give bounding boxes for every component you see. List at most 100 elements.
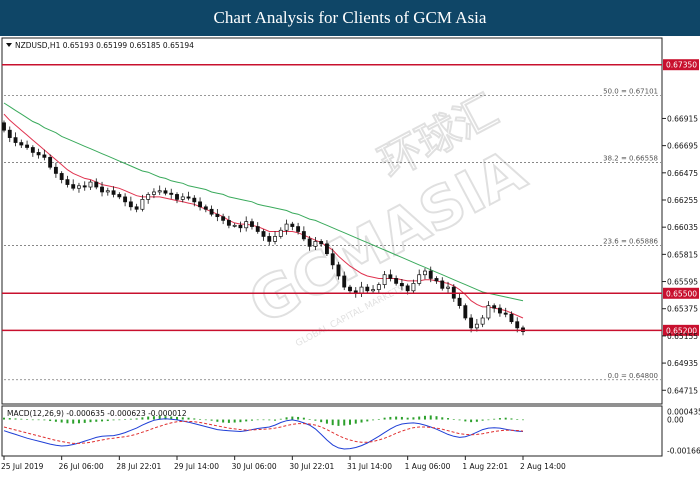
macd-histogram-bar — [227, 419, 230, 423]
macd-panel-frame — [1, 405, 663, 457]
candle-body — [250, 221, 254, 227]
y-tick-label: 0.65155 — [667, 332, 698, 341]
x-tick-label: 30 Jul 06:00 — [232, 462, 277, 471]
macd-histogram-bar — [308, 419, 311, 420]
candle-body — [273, 236, 277, 242]
level-price-label: 0.65500 — [666, 289, 697, 298]
chart-banner-title: Chart Analysis for Clients of GCM Asia — [0, 0, 700, 36]
macd-histogram-bar — [20, 418, 23, 420]
macd-histogram-bar — [291, 416, 294, 420]
macd-histogram-bar — [3, 417, 5, 420]
macd-histogram-bar — [498, 418, 501, 420]
macd-histogram-bar — [54, 419, 57, 422]
candle-body — [100, 186, 104, 193]
candle-body — [463, 305, 468, 319]
candle-body — [388, 274, 393, 279]
candle-body — [423, 270, 427, 276]
level-price-box — [663, 324, 699, 336]
candle-body — [65, 179, 70, 185]
candle-body — [203, 206, 208, 210]
macd-histogram-bar — [464, 419, 467, 422]
candle-body — [42, 154, 47, 158]
macd-histogram-bar — [216, 419, 219, 422]
chart-area: GCMASIA 环球汇 GLOBAL CAPITAL MARKETS 50.0 … — [1, 37, 700, 471]
macd-histogram-bar — [475, 419, 478, 422]
candle-body — [94, 181, 99, 188]
y-tick-label: 0.66035 — [667, 223, 698, 232]
level-price-box — [663, 287, 699, 299]
macd-histogram-bar — [331, 419, 334, 426]
candle-body — [503, 312, 508, 315]
x-tick-label: 29 Jul 14:00 — [174, 462, 219, 471]
macd-histogram-bar — [14, 418, 17, 420]
macd-y-tick-label: 0.000435 — [667, 407, 700, 416]
candle-body — [486, 305, 491, 319]
candle-body — [267, 236, 272, 242]
macd-histogram-bar — [522, 419, 524, 421]
candle-body — [319, 241, 324, 245]
candle-body — [140, 199, 145, 210]
macd-histogram-bar — [112, 419, 115, 421]
macd-histogram-bar — [233, 419, 236, 423]
macd-histogram-bar — [354, 419, 357, 424]
candle-body — [411, 283, 416, 292]
candle-body — [36, 152, 41, 156]
candle-body — [163, 190, 168, 194]
macd-histogram-bar — [429, 415, 432, 420]
macd-histogram-bar — [458, 419, 461, 421]
macd-histogram-bar — [72, 419, 75, 424]
level-price-label: 0.67350 — [666, 61, 697, 70]
macd-histogram-bar — [423, 415, 426, 420]
chart-header: NZDUSD,H1 0.65193 0.65199 0.65185 0.6519… — [6, 41, 194, 50]
y-tick-label: 0.65375 — [667, 305, 698, 314]
fibonacci-label: 50.0 = 0.67101 — [603, 87, 658, 95]
macd-histogram-bar — [516, 419, 519, 420]
macd-histogram-bar — [8, 418, 11, 420]
candle-body — [348, 286, 352, 292]
macd-histogram-bar — [106, 419, 109, 422]
macd-histogram-bar — [493, 418, 496, 420]
macd-histogram-bar — [101, 419, 104, 422]
fibonacci-label: 38.2 = 0.66558 — [603, 155, 658, 163]
macd-histogram-bar — [77, 419, 80, 424]
price-panel-frame — [1, 37, 663, 405]
candle-body — [53, 166, 58, 174]
macd-histogram-bar — [135, 418, 138, 420]
macd-histogram-bar — [360, 419, 363, 423]
x-tick-label: 26 Jul 06:00 — [59, 462, 104, 471]
macd-histogram-bar — [383, 417, 386, 420]
level-price-box — [663, 59, 699, 71]
macd-histogram-bar — [406, 417, 409, 420]
macd-histogram-bar — [262, 419, 265, 421]
candle-body — [117, 194, 122, 198]
candle-body — [371, 289, 376, 292]
candle-body — [128, 201, 133, 208]
candle-body — [2, 122, 6, 131]
macd-histogram-bar — [412, 417, 415, 420]
macd-histogram-bar — [447, 418, 450, 420]
candle-body — [198, 201, 203, 208]
y-tick-label: 0.64715 — [667, 386, 698, 395]
macd-histogram-bar — [245, 419, 248, 422]
macd-histogram-bar — [37, 419, 40, 421]
candle-body — [301, 231, 306, 240]
y-tick-label: 0.66475 — [667, 169, 698, 178]
macd-histogram-bar — [89, 419, 92, 423]
y-tick-label: 0.66255 — [667, 196, 698, 205]
candle-body — [376, 284, 381, 290]
candle-body — [509, 313, 514, 323]
macd-histogram-bar — [372, 419, 375, 421]
candle-body — [359, 286, 364, 294]
macd-histogram-bar — [31, 419, 34, 421]
macd-histogram-bar — [118, 419, 121, 421]
x-tick-label: 28 Jul 22:01 — [116, 462, 161, 471]
level-price-label: 0.65200 — [666, 326, 697, 335]
y-tick-label: 0.66915 — [667, 114, 698, 123]
candle-body — [434, 278, 439, 282]
candle-body — [290, 223, 295, 227]
macd-histogram-bar — [26, 419, 29, 420]
macd-histogram-bar — [274, 419, 277, 421]
candle-body — [399, 283, 404, 287]
macd-histogram-bar — [314, 419, 317, 421]
macd-histogram-bar — [164, 416, 167, 420]
